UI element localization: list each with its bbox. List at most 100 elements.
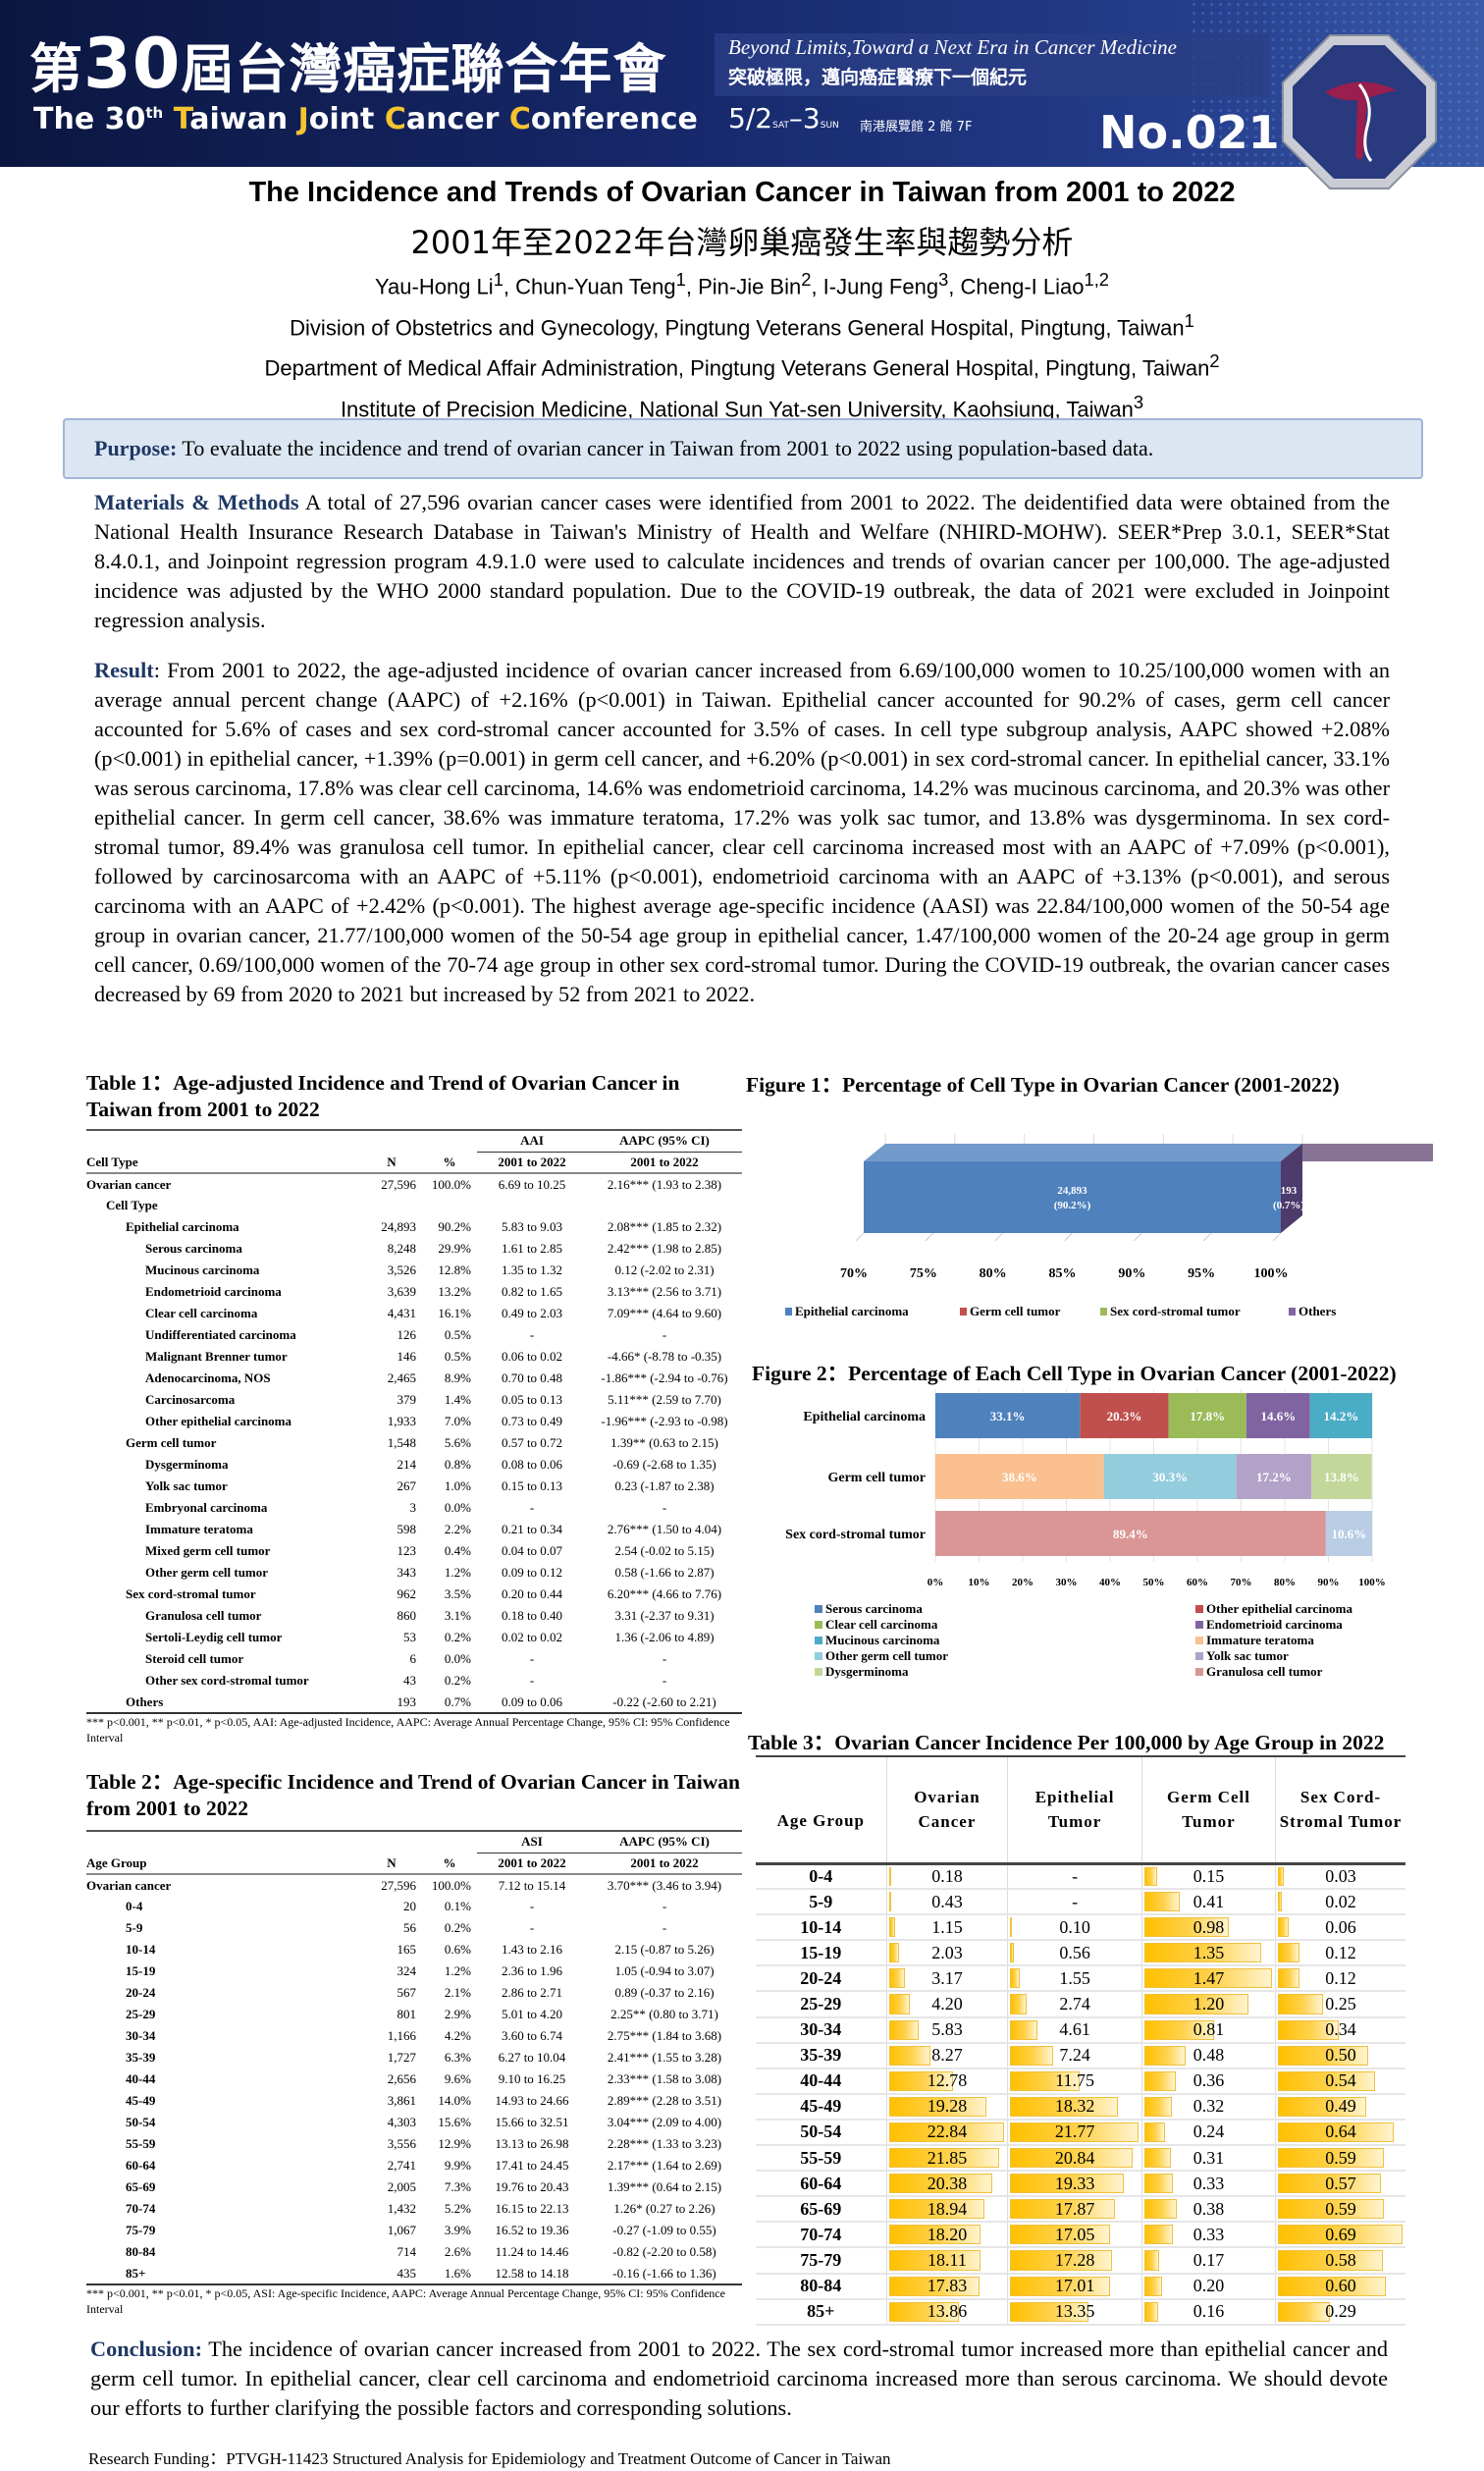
table-row: Dysgerminoma 214 0.8% 0.08 to 0.06 -0.69 (-2…	[86, 1454, 742, 1476]
n-value	[361, 1195, 422, 1216]
data-bar	[888, 2122, 1005, 2143]
table-row: Ovarian cancer 27,596 100.0% 7.12 to 15.14 3…	[86, 1874, 742, 1896]
cell-value: 5.83	[931, 2019, 963, 2040]
n-value: 1,432	[387, 2201, 416, 2216]
incidence-cell: 1.55	[1007, 1965, 1142, 1993]
row-label: Germ cell tumor	[126, 1435, 217, 1450]
percent-value: 0.2%	[444, 1920, 471, 1935]
table-row: 55-59 21.85 20.84 0.31 0.59	[756, 2145, 1405, 2173]
n-value: 2,005	[387, 2179, 416, 2194]
table-row: Mucinous carcinoma 3,526 12.8% 1.35 to 1.32…	[86, 1260, 742, 1281]
x-tick-label: 80%	[980, 1266, 1007, 1281]
aai-value: 1.61 to 2.85	[501, 1241, 563, 1256]
n-value: 3,639	[387, 1284, 416, 1299]
incidence-cell: 0.02	[1275, 1889, 1405, 1916]
n-value: 20	[403, 1899, 416, 1913]
aapc-value: 2.28*** (1.33 to 3.23)	[607, 2136, 722, 2151]
percent-value: 13.2%	[438, 1284, 471, 1299]
affiliation-text: Division of Obstetrics and Gynecology, P…	[290, 315, 1185, 341]
data-bar	[1010, 2019, 1037, 2040]
data-bar	[1143, 2122, 1166, 2143]
aapc-value: 2.33*** (1.58 to 3.08)	[607, 2071, 722, 2086]
data-bar	[1010, 2122, 1139, 2143]
cell-value: 0.29	[1325, 2301, 1356, 2322]
n-value: 267	[397, 1478, 417, 1493]
cell-value: 0.48	[1192, 2045, 1225, 2066]
incidence-cell: 22.84	[885, 2119, 1008, 2147]
cell-value: 13.35	[1054, 2301, 1095, 2322]
slogan-en: Beyond Limits,Toward a Next Era in Cance…	[728, 35, 1177, 59]
aapc-value: -	[662, 1327, 667, 1342]
title-en-part	[163, 102, 173, 136]
n-value: 598	[397, 1522, 417, 1536]
data-bar	[1278, 2174, 1381, 2194]
data-bar	[1278, 2148, 1385, 2169]
age-group: 75-79	[756, 2247, 887, 2275]
aapc-value: 3.13*** (2.56 to 3.71)	[607, 1284, 722, 1299]
affiliation-list: Division of Obstetrics and Gynecology, P…	[0, 304, 1484, 426]
legend-swatch	[1195, 1605, 1203, 1613]
legend-swatch	[1289, 1308, 1296, 1316]
data-bar	[1278, 2225, 1403, 2245]
aai-value: 6.69 to 10.25	[498, 1176, 566, 1192]
data-bar	[1010, 1968, 1020, 1989]
aapc-value: 3.70*** (3.46 to 3.94)	[607, 1877, 722, 1893]
cell-value: 20.38	[927, 2173, 968, 2193]
data-bar	[1143, 2225, 1174, 2245]
affiliation-text: Department of Medical Affair Administrat…	[264, 355, 1210, 381]
incidence-cell: 0.36	[1140, 2068, 1276, 2095]
percent-value: 9.9%	[444, 2158, 471, 2173]
legend-label: Dysgerminoma	[825, 1664, 909, 1679]
table-row: Epithelial carcinoma 24,893 90.2% 5.83 to 9…	[86, 1216, 742, 1238]
cell-value: 0.43	[931, 1891, 963, 1911]
incidence-cell: 17.05	[1007, 2222, 1142, 2249]
incidence-cell: 0.12	[1275, 1965, 1405, 1993]
bar-segment	[1325, 1511, 1372, 1556]
age-group: 55-59	[756, 2145, 887, 2173]
percent-value: 3.5%	[444, 1586, 471, 1601]
incidence-cell: 0.17	[1140, 2247, 1276, 2275]
table-row: 20-24 567 2.1% 2.86 to 2.71 0.89 (-0.37 to 2…	[86, 1982, 742, 2004]
cell-value: 0.81	[1192, 2019, 1225, 2040]
n-value: 1,548	[387, 1435, 416, 1450]
incidence-cell: 0.58	[1275, 2247, 1405, 2275]
row-label: Granulosa cell tumor	[145, 1608, 262, 1623]
table2-title: Table 2：Age-specific Incidence and Trend…	[86, 1770, 740, 1820]
incidence-cell: 17.28	[1007, 2247, 1142, 2275]
cell-value: 0.12	[1325, 1967, 1356, 1988]
table-row: 75-79 18.11 17.28 0.17 0.58	[756, 2247, 1405, 2275]
data-bar	[1278, 2096, 1366, 2117]
data-bar	[1278, 2019, 1340, 2040]
data-bar	[1278, 1968, 1300, 1989]
poster-title-en: The Incidence and Trends of Ovarian Canc…	[248, 177, 1236, 208]
legend-swatch	[1100, 1308, 1107, 1316]
cell-value: 10-14	[800, 1916, 842, 1937]
table-row: Yolk sac tumor 267 1.0% 0.15 to 0.13 0.23 (-…	[86, 1476, 742, 1497]
row-label: Serous carcinoma	[145, 1241, 242, 1256]
n-value: 27,596	[381, 1176, 416, 1192]
cell-value: 25-29	[800, 1994, 842, 2014]
row-label: Steroid cell tumor	[145, 1651, 244, 1666]
cell-value: 80-84	[800, 2276, 842, 2296]
cell-value: 30-34	[800, 2019, 842, 2040]
table3-title: Table 3：Ovarian Cancer Incidence Per 100…	[748, 1731, 1385, 1754]
table-row: Malignant Brenner tumor 146 0.5% 0.06 to 0.…	[86, 1346, 742, 1368]
cell-value: 0.36	[1192, 2070, 1225, 2091]
incidence-cell: 7.24	[1007, 2042, 1142, 2069]
data-bar	[888, 1866, 891, 1887]
asi-value: 7.12 to 15.14	[498, 1877, 566, 1893]
data-bar	[888, 2250, 980, 2271]
slogan-zh: 突破極限，邁向癌症醫療下一個紀元	[728, 67, 1028, 88]
table-row: 55-59 3,556 12.9% 13.13 to 26.98 2.28*** (1.…	[86, 2133, 742, 2155]
incidence-cell: 0.16	[1140, 2298, 1276, 2326]
row-label: Mucinous carcinoma	[145, 1262, 260, 1277]
age-group: 50-54	[756, 2119, 887, 2147]
methods-text: A total of 27,596 ovarian cancer cases w…	[94, 490, 1390, 632]
n-value: 343	[397, 1565, 417, 1580]
cell-value: 0.06	[1325, 1916, 1356, 1937]
n-value: 2,741	[387, 2158, 416, 2173]
aai-value: 0.49 to 2.03	[501, 1306, 563, 1320]
asi-value: 11.24 to 14.46	[495, 2244, 569, 2259]
row-label: Adenocarcinoma, NOS	[145, 1370, 271, 1385]
aai-value: 0.70 to 0.48	[501, 1370, 563, 1385]
